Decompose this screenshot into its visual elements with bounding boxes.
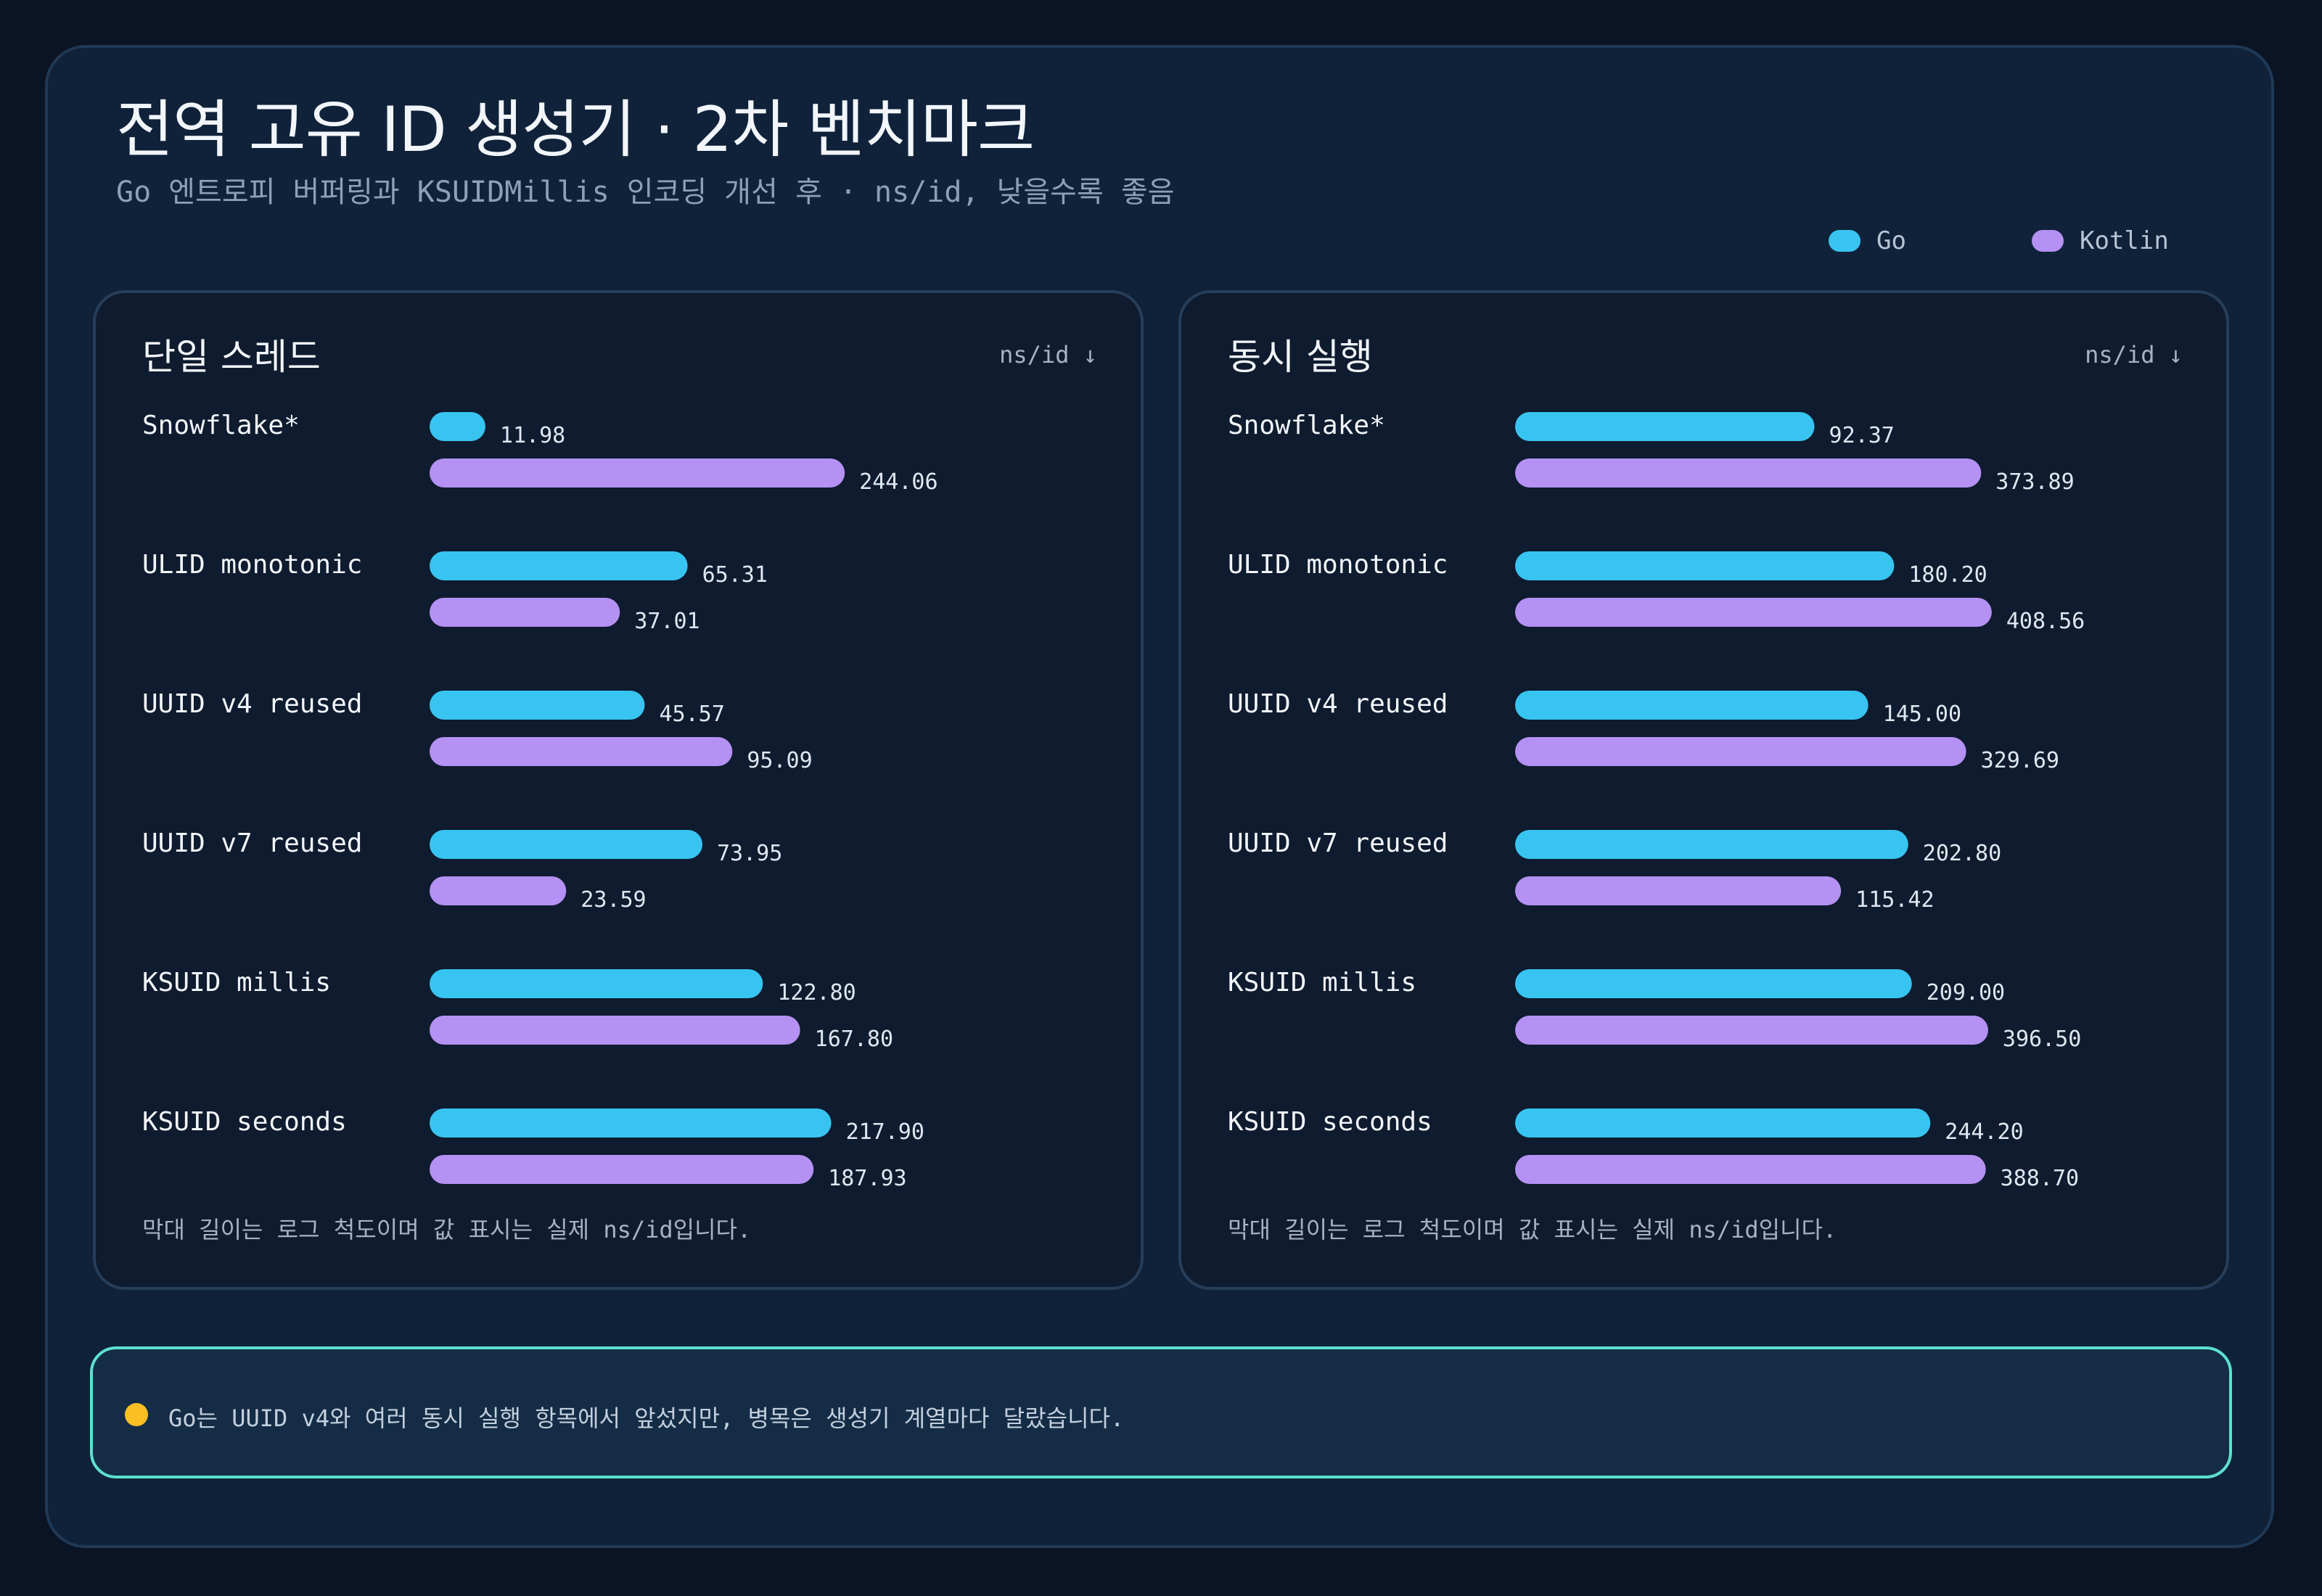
value-label-go-ksuid-seconds: 244.20 xyxy=(1945,1119,2023,1145)
panel-title: 동시 실행 xyxy=(1228,336,1373,378)
category-label-ksuid-millis: KSUID millis xyxy=(1228,968,1416,998)
value-label-go-ulid-monotonic: 180.20 xyxy=(1908,562,1987,588)
bar-go-ulid-monotonic xyxy=(1515,551,1895,580)
panel-title: 단일 스레드 xyxy=(142,336,321,378)
bar-kotlin-uuid-v7-reused xyxy=(1515,876,1842,905)
value-label-kotlin-ksuid-millis: 167.80 xyxy=(815,1027,893,1052)
bar-chart-concurrent: Snowflake* 92.37 373.89 ULID monotonic 180.2… xyxy=(1228,411,2085,1191)
value-label-go-ksuid-millis: 122.80 xyxy=(777,980,856,1005)
value-label-kotlin-ksuid-seconds: 388.70 xyxy=(2001,1166,2079,1191)
category-label-ksuid-seconds: KSUID seconds xyxy=(142,1107,347,1137)
bar-go-ulid-monotonic xyxy=(430,551,688,580)
panel-unit-label: ns/id ↓ xyxy=(999,341,1097,369)
bar-kotlin-ulid-monotonic xyxy=(430,598,620,627)
bar-kotlin-ulid-monotonic xyxy=(1515,598,1992,627)
bar-kotlin-ksuid-millis xyxy=(430,1016,800,1045)
category-label-ulid-monotonic: ULID monotonic xyxy=(1228,550,1448,580)
value-label-kotlin-uuid-v7-reused: 115.42 xyxy=(1855,887,1934,913)
bar-go-uuid-v7-reused xyxy=(430,830,703,859)
page-title: 전역 고유 ID 생성기 · 2차 벤치마크 xyxy=(116,94,1035,166)
value-label-kotlin-uuid-v7-reused: 23.59 xyxy=(580,887,646,913)
legend-label-kotlin: Kotlin xyxy=(2080,226,2169,255)
bar-kotlin-snowflake xyxy=(430,458,845,488)
insight-text: Go는 UUID v4와 여러 동시 실행 항목에서 앞섰지만, 병목은 생성기… xyxy=(168,1404,1125,1432)
bar-kotlin-snowflake xyxy=(1515,458,1982,488)
value-label-go-uuid-v4-reused: 145.00 xyxy=(1883,702,1961,727)
value-label-kotlin-uuid-v4-reused: 95.09 xyxy=(747,748,812,773)
value-label-go-uuid-v7-reused: 202.80 xyxy=(1923,841,2001,866)
value-label-kotlin-ulid-monotonic: 408.56 xyxy=(2006,609,2085,634)
bar-go-uuid-v4-reused xyxy=(430,691,645,720)
value-label-go-ksuid-seconds: 217.90 xyxy=(846,1119,924,1145)
category-label-uuid-v7-reused: UUID v7 reused xyxy=(1228,828,1448,858)
bar-kotlin-uuid-v4-reused xyxy=(430,737,733,766)
bar-go-uuid-v4-reused xyxy=(1515,691,1868,720)
bar-kotlin-ksuid-seconds xyxy=(1515,1155,1986,1184)
bar-go-ksuid-millis xyxy=(430,969,763,998)
category-label-uuid-v4-reused: UUID v4 reused xyxy=(142,689,362,719)
value-label-kotlin-uuid-v4-reused: 329.69 xyxy=(1981,748,2059,773)
category-label-ulid-monotonic: ULID monotonic xyxy=(142,550,362,580)
bar-chart-single-thread: Snowflake* 11.98 244.06 ULID monotonic 65.31… xyxy=(142,411,938,1191)
value-label-go-snowflake: 11.98 xyxy=(500,423,565,448)
bar-go-uuid-v7-reused xyxy=(1515,830,1908,859)
category-label-snowflake: Snowflake* xyxy=(1228,411,1385,440)
bar-kotlin-uuid-v7-reused xyxy=(430,876,567,905)
insight-bullet-icon xyxy=(125,1403,148,1426)
legend-item-kotlin: Kotlin xyxy=(2032,225,2169,257)
category-label-ksuid-millis: KSUID millis xyxy=(142,968,331,998)
value-label-go-ulid-monotonic: 65.31 xyxy=(702,562,768,588)
bar-go-snowflake xyxy=(1515,412,1815,441)
category-label-ksuid-seconds: KSUID seconds xyxy=(1228,1107,1432,1137)
bar-kotlin-ksuid-seconds xyxy=(430,1155,814,1184)
panel-single-thread: 단일 스레드 ns/id ↓ Snowflake* 11.98 244.06 ULID… xyxy=(93,290,1144,1290)
value-label-kotlin-snowflake: 373.89 xyxy=(1995,469,2074,495)
bar-go-ksuid-seconds xyxy=(1515,1108,1931,1138)
value-label-kotlin-ksuid-millis: 396.50 xyxy=(2003,1027,2081,1052)
page-subtitle: Go 엔트로피 버퍼링과 KSUIDMillis 인코딩 개선 후 · ns/i… xyxy=(116,176,1175,209)
bar-kotlin-ksuid-millis xyxy=(1515,1016,1988,1045)
value-label-go-ksuid-millis: 209.00 xyxy=(1927,980,2005,1005)
panel-note: 막대 길이는 로그 척도이며 값 표시는 실제 ns/id입니다. xyxy=(142,1216,752,1243)
value-label-go-uuid-v7-reused: 73.95 xyxy=(717,841,782,866)
bar-go-ksuid-millis xyxy=(1515,969,1912,998)
panel-concurrent: 동시 실행 ns/id ↓ Snowflake* 92.37 373.89 ULID … xyxy=(1178,290,2229,1290)
value-label-kotlin-ksuid-seconds: 187.93 xyxy=(828,1166,906,1191)
legend-label-go: Go xyxy=(1876,226,1906,255)
value-label-kotlin-snowflake: 244.06 xyxy=(859,469,938,495)
bar-go-snowflake xyxy=(430,412,485,441)
category-label-snowflake: Snowflake* xyxy=(142,411,300,440)
legend-item-go: Go xyxy=(1829,225,1906,257)
panel-note: 막대 길이는 로그 척도이며 값 표시는 실제 ns/id입니다. xyxy=(1228,1216,1837,1243)
legend-swatch-go xyxy=(1829,230,1861,252)
category-label-uuid-v4-reused: UUID v4 reused xyxy=(1228,689,1448,719)
value-label-go-snowflake: 92.37 xyxy=(1829,423,1895,448)
bar-kotlin-uuid-v4-reused xyxy=(1515,737,1966,766)
value-label-kotlin-ulid-monotonic: 37.01 xyxy=(634,609,700,634)
panel-unit-label: ns/id ↓ xyxy=(2085,341,2183,369)
insight-callout: Go는 UUID v4와 여러 동시 실행 항목에서 앞섰지만, 병목은 생성기… xyxy=(90,1346,2232,1478)
bar-go-ksuid-seconds xyxy=(430,1108,832,1138)
legend-swatch-kotlin xyxy=(2032,230,2064,252)
value-label-go-uuid-v4-reused: 45.57 xyxy=(659,702,724,727)
category-label-uuid-v7-reused: UUID v7 reused xyxy=(142,828,362,858)
